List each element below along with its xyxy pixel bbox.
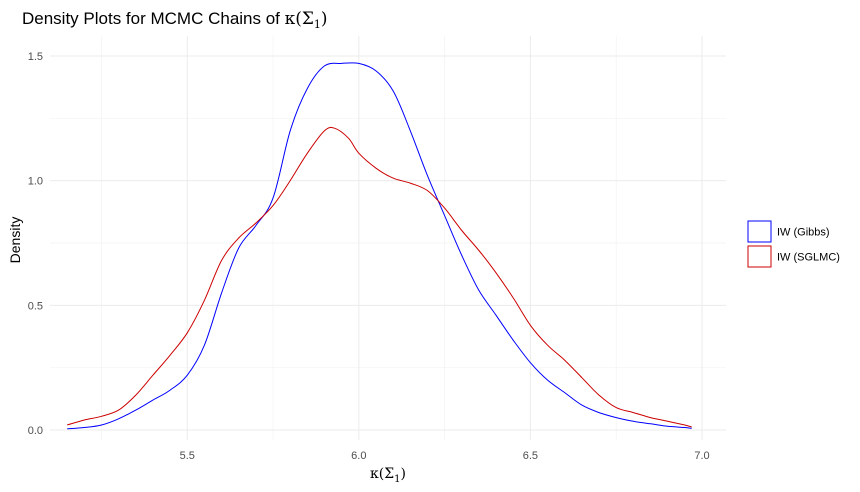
chart-title: Density Plots for MCMC Chains of κ(Σ1) xyxy=(22,9,328,31)
x-tick-label: 6.0 xyxy=(351,450,366,462)
chart-title-math-close: ) xyxy=(321,9,328,29)
x-axis-title-math-close: ) xyxy=(401,466,406,482)
x-tick-label: 6.5 xyxy=(523,450,538,462)
y-tick-label: 0.0 xyxy=(28,425,43,437)
x-tick-label: 7.0 xyxy=(694,450,709,462)
series-layer xyxy=(67,62,692,430)
y-tick-label: 1.0 xyxy=(28,176,43,188)
legend-label-iw-sglmc: IW (SGLMC) xyxy=(777,252,840,264)
x-tick-label: 5.5 xyxy=(180,450,195,462)
x-axis-title: κ(Σ1) xyxy=(370,466,406,485)
y-tick-label: 0.5 xyxy=(28,300,43,312)
grid-layer xyxy=(50,36,726,440)
legend-key-iw-sglmc xyxy=(747,245,772,268)
x-axis-ticks: 5.5 6.0 6.5 7.0 xyxy=(180,450,710,462)
chart-title-math: κ(Σ xyxy=(285,9,314,29)
legend-label-iw-gibbs: IW (Gibbs) xyxy=(777,227,830,239)
density-line-iw-gibbs xyxy=(67,62,692,430)
legend: IW (Gibbs) IW (SGLMC) xyxy=(747,220,840,268)
chart-title-math-sub: 1 xyxy=(314,18,321,31)
legend-key-iw-gibbs xyxy=(747,220,772,243)
y-axis-ticks: 0.0 0.5 1.0 1.5 xyxy=(28,51,43,437)
x-axis-title-math: κ(Σ xyxy=(370,466,394,482)
y-axis-title: Density xyxy=(7,217,23,264)
density-line-iw-sglmc xyxy=(67,126,692,428)
y-tick-label: 1.5 xyxy=(28,51,43,63)
x-axis-title-math-sub: 1 xyxy=(394,474,400,485)
chart-title-prefix: Density Plots for MCMC Chains of xyxy=(22,9,285,28)
